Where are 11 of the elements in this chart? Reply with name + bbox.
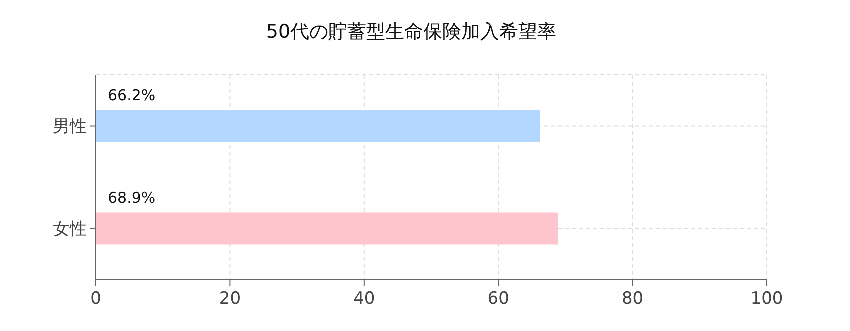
x-tick-label: 100 <box>750 289 784 309</box>
x-tick-label: 60 <box>488 289 510 309</box>
y-tick-label: 女性 <box>53 220 87 240</box>
x-tick-label: 40 <box>354 289 376 309</box>
y-tick-label: 男性 <box>53 117 87 138</box>
data-label: 66.2% <box>108 86 156 104</box>
x-tick-label: 20 <box>219 289 242 309</box>
x-tick-label: 0 <box>90 289 102 309</box>
chart-title: 50代の貯蓄型生命保険加入希望率 <box>266 21 557 43</box>
x-tick-label: 80 <box>622 289 644 309</box>
data-label: 68.9% <box>108 188 156 207</box>
